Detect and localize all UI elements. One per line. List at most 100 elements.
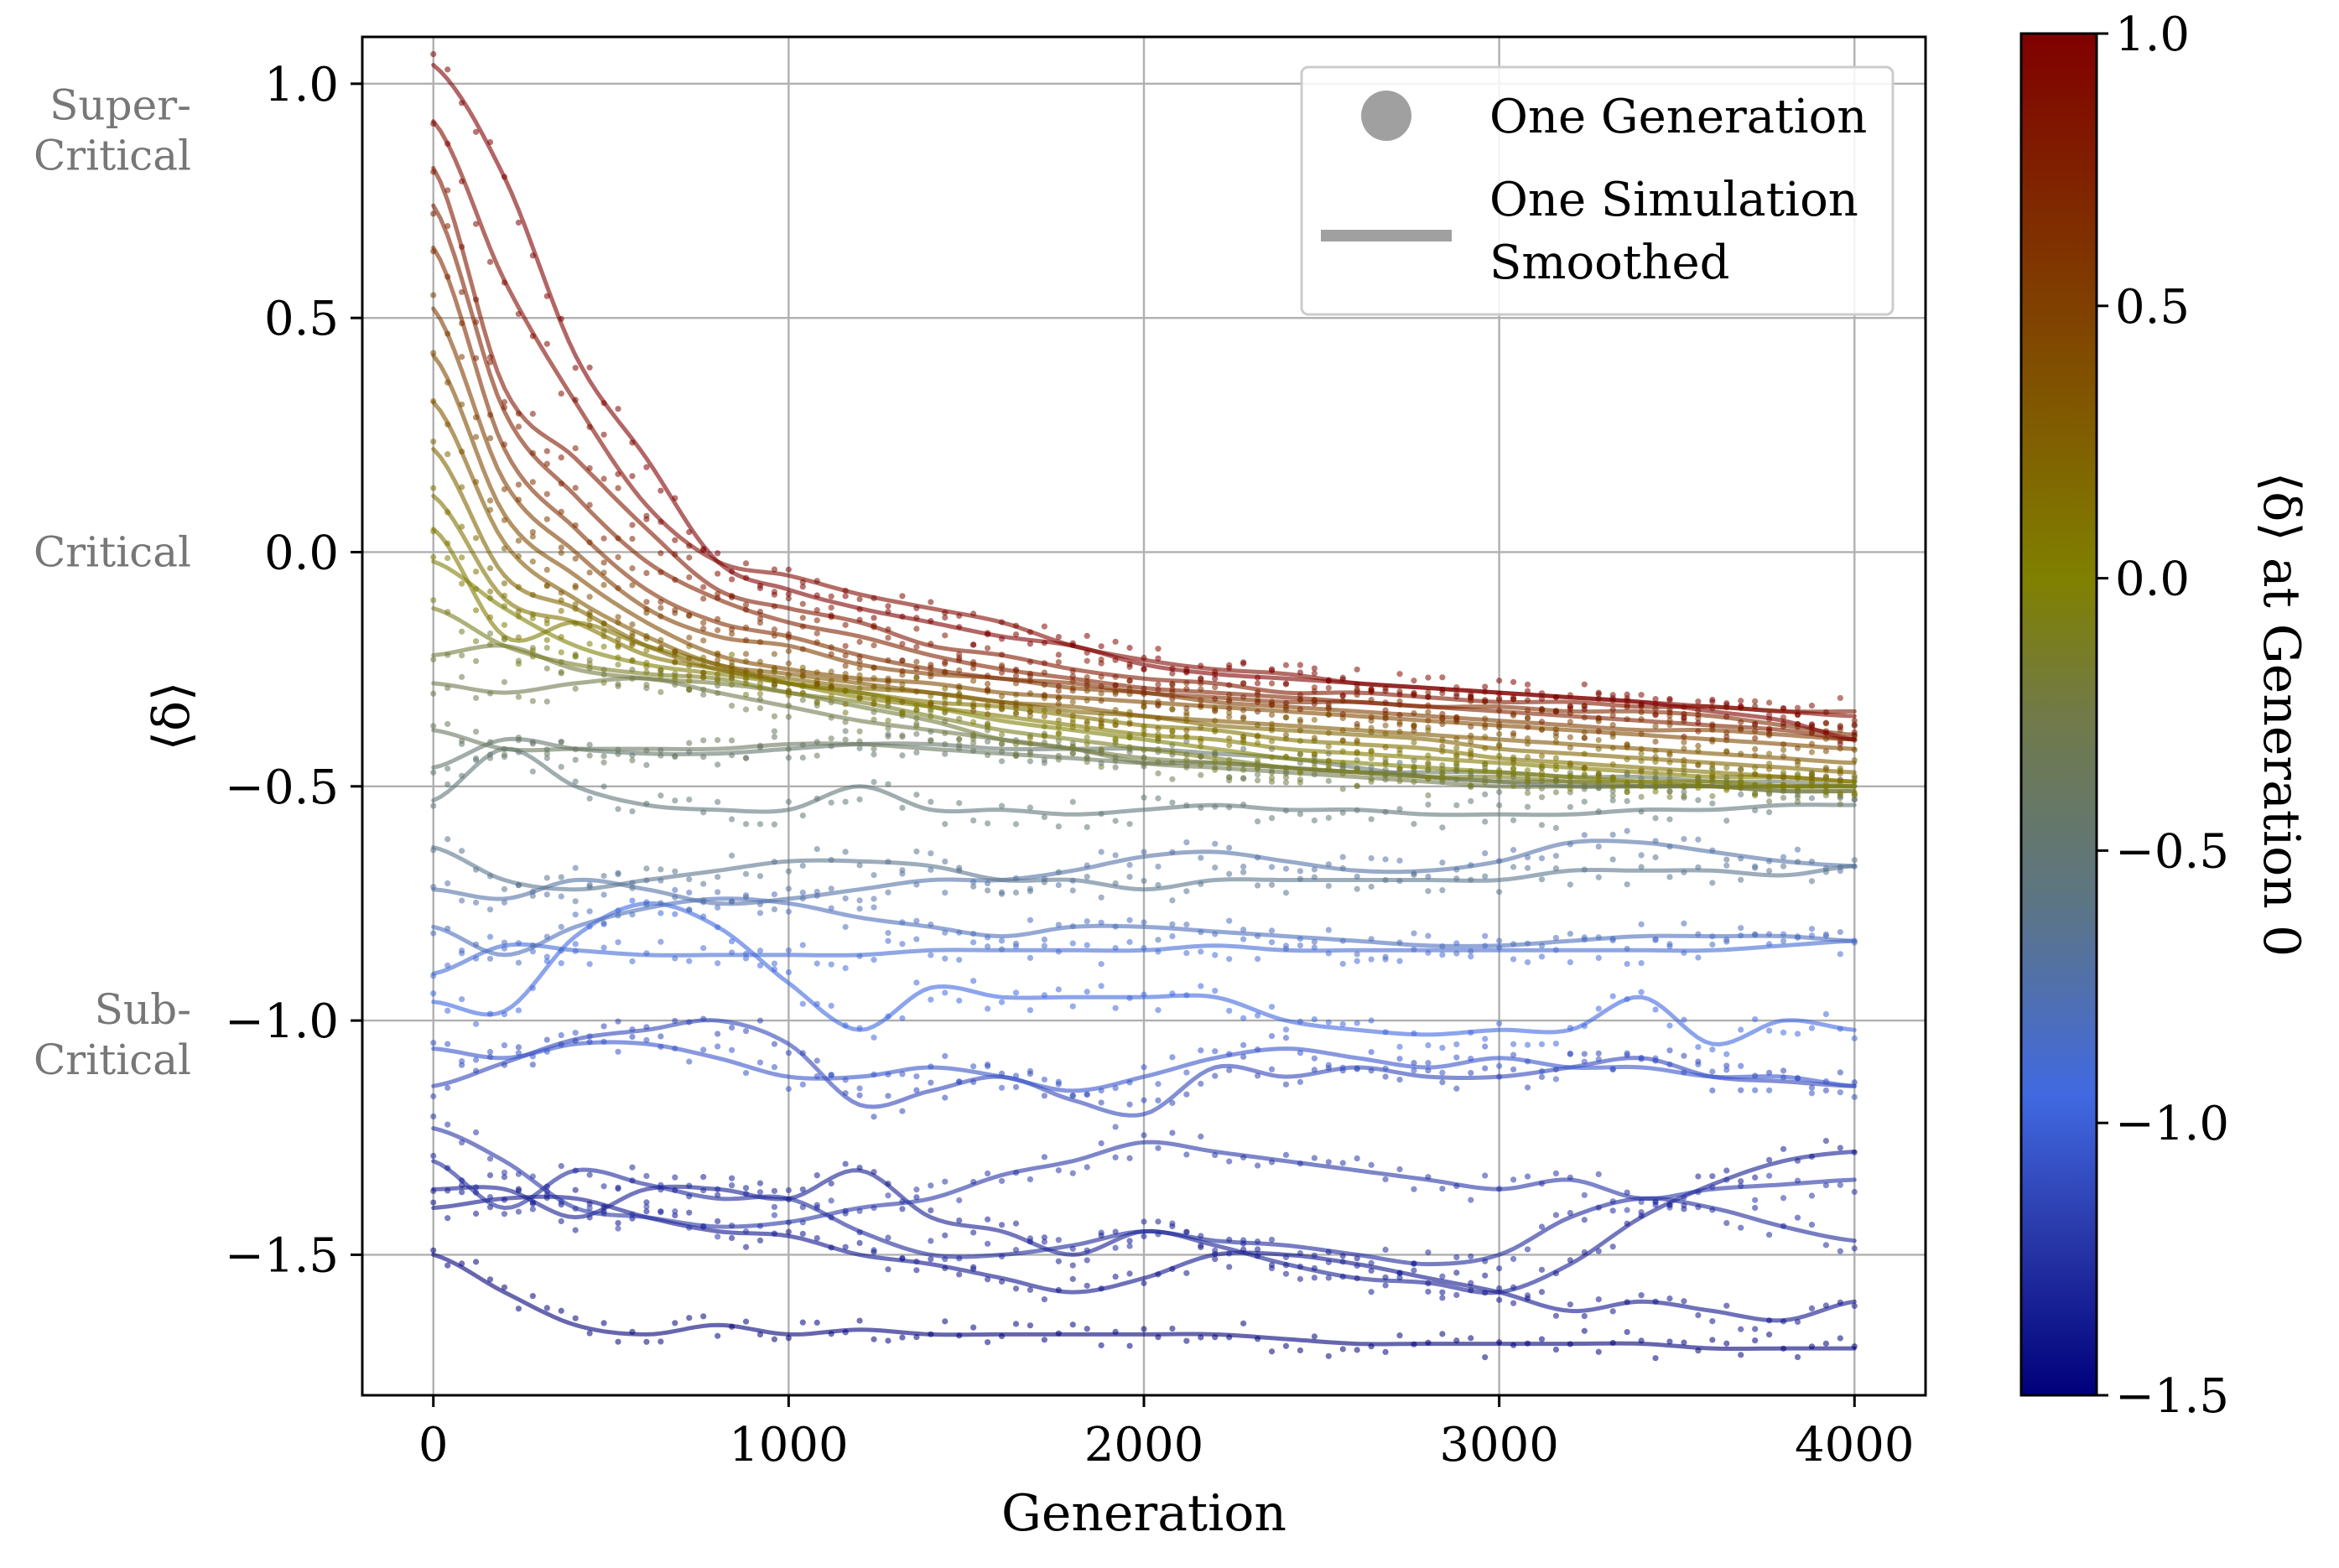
generation-point [842, 709, 849, 716]
generation-point [928, 662, 934, 668]
generation-point [1482, 1065, 1489, 1072]
generation-point [1695, 728, 1702, 735]
generation-point [1652, 788, 1659, 795]
generation-point [1282, 1270, 1290, 1277]
y-axis: 1.00.50.0−0.5−1.0−1.5 [225, 58, 362, 1283]
y-tick-label: 0.0 [264, 526, 339, 580]
generation-point [1425, 932, 1432, 939]
generation-point [1012, 940, 1020, 947]
generation-point [586, 1330, 593, 1337]
x-tick-label: 1000 [729, 1418, 849, 1472]
generation-point [558, 544, 564, 551]
generation-point [715, 550, 721, 557]
generation-point [515, 735, 522, 741]
generation-point [672, 659, 678, 666]
generation-point [1510, 846, 1517, 854]
generation-point [1325, 777, 1332, 784]
generation-point [756, 690, 764, 697]
generation-point [643, 865, 650, 872]
generation-point [1510, 759, 1517, 766]
generation-point [1027, 916, 1034, 923]
generation-point [1268, 1004, 1276, 1010]
generation-point [586, 364, 593, 371]
generation-point [1496, 695, 1503, 702]
generation-point [1141, 1097, 1147, 1103]
generation-point [1141, 1233, 1147, 1240]
generation-point [1453, 1291, 1460, 1299]
generation-point [1354, 720, 1360, 727]
generation-point [799, 690, 806, 697]
generation-point [985, 687, 991, 693]
generation-point [700, 670, 707, 677]
generation-point [1268, 881, 1276, 888]
generation-point [1524, 1292, 1531, 1299]
generation-point [1055, 688, 1062, 694]
generation-point [799, 754, 806, 761]
generation-point [1297, 669, 1303, 676]
generation-point [658, 605, 664, 611]
generation-point [1226, 1250, 1233, 1257]
generation-point [715, 1332, 721, 1339]
generation-point [1453, 950, 1460, 957]
generation-point [501, 885, 508, 893]
generation-point [1552, 824, 1560, 831]
generation-point [828, 1002, 834, 1010]
generation-point [459, 1189, 465, 1196]
generation-point [913, 749, 920, 756]
generation-point [1496, 730, 1503, 738]
generation-point [1268, 939, 1276, 946]
generation-point [1624, 1051, 1630, 1059]
generation-point [572, 485, 579, 491]
generation-point [558, 763, 564, 771]
colorbar: 1.00.50.0−0.5−1.0−1.5 [2019, 8, 2229, 1424]
generation-point [1198, 1242, 1204, 1249]
generation-point [1297, 868, 1303, 875]
generation-point [1368, 749, 1375, 755]
generation-point [1112, 722, 1119, 729]
generation-point [1368, 686, 1375, 693]
generation-point [572, 653, 579, 660]
generation-point [842, 895, 849, 902]
generation-point [885, 733, 891, 740]
generation-point [515, 661, 522, 667]
generation-point [1198, 1047, 1204, 1054]
generation-point [1510, 678, 1517, 686]
generation-point [1468, 782, 1474, 789]
generation-point [629, 1025, 636, 1033]
generation-point [1709, 1337, 1716, 1343]
generation-point [899, 941, 906, 948]
generation-point [572, 1186, 579, 1193]
generation-point [586, 569, 593, 576]
generation-point [942, 1178, 949, 1185]
generation-point [1126, 821, 1133, 828]
regime-label: Critical [34, 1036, 191, 1084]
generation-point [1354, 1347, 1360, 1353]
generation-point [742, 821, 750, 828]
generation-point [728, 1234, 735, 1242]
generation-point [1212, 952, 1219, 958]
generation-point [1638, 782, 1645, 790]
generation-point [771, 651, 778, 657]
generation-point [1368, 776, 1375, 782]
generation-point [1339, 764, 1346, 771]
generation-point [1581, 798, 1588, 805]
generation-point [928, 798, 934, 805]
generation-point [515, 481, 522, 488]
generation-point [1766, 1232, 1773, 1238]
generation-point [913, 1267, 920, 1274]
simulation-line [431, 400, 1857, 766]
generation-point [1652, 711, 1659, 718]
generation-point [586, 908, 593, 915]
generation-point [913, 673, 920, 681]
generation-point [1027, 1235, 1034, 1242]
generation-point [543, 875, 550, 881]
generation-point [1851, 790, 1858, 797]
generation-point [785, 660, 792, 667]
generation-point [785, 1050, 792, 1057]
generation-point [1282, 714, 1290, 721]
generation-point [1652, 1006, 1659, 1013]
simulation-line [431, 203, 1857, 742]
generation-point [1837, 951, 1843, 958]
generation-point [572, 778, 579, 785]
